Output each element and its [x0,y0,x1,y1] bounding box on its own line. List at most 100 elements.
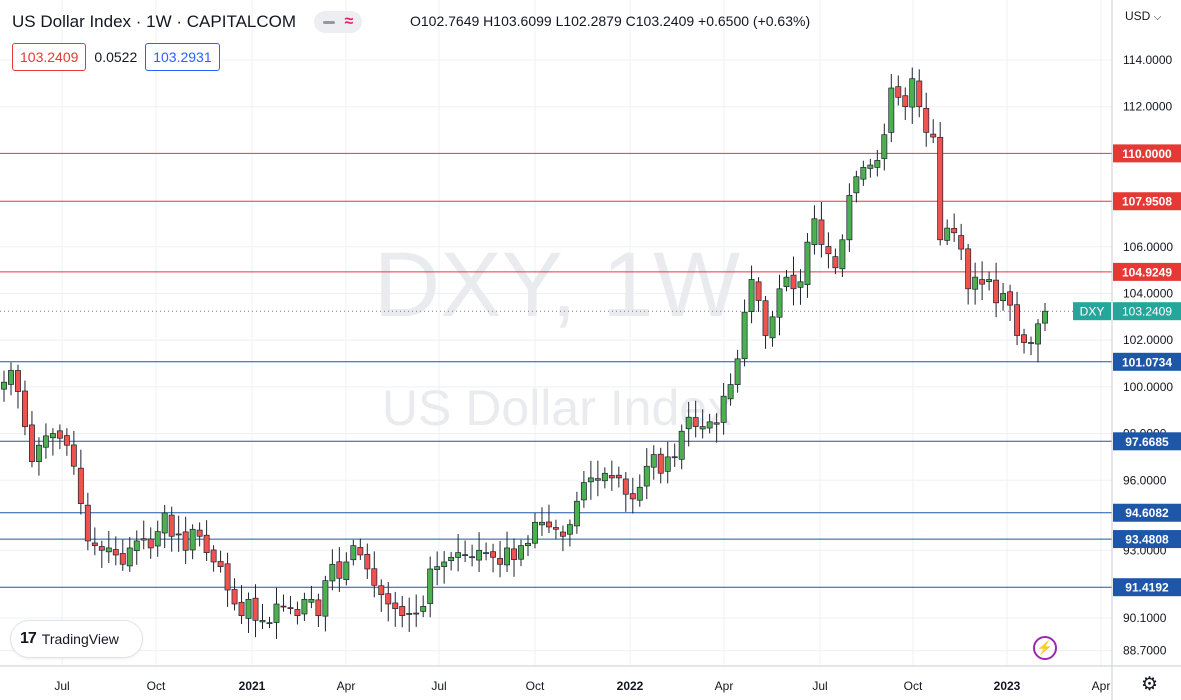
candle-body [699,426,706,430]
candle-body [322,580,329,617]
candle-body [98,546,105,551]
candle-body [49,433,56,439]
candle-body [63,435,70,446]
time-axis[interactable]: Jul Oct 2021 Apr Jul Oct 2022 Apr Jul Oct 2023 Apr [54,679,1110,693]
candle-body [650,454,657,468]
candle-body [776,288,783,318]
candle-body [979,279,986,285]
candle-body [357,547,364,556]
candle-body [420,605,427,612]
candle-body [378,585,385,596]
tradingview-logo[interactable]: 17 TradingView [11,621,142,657]
candle-body [601,472,608,482]
candle-body [189,528,196,551]
candle-body [77,467,84,504]
lightning-icon[interactable]: ⚡ [1033,636,1057,660]
candle-body [203,534,210,553]
candle-body [287,607,294,610]
candle-body [105,547,112,553]
time-tick-label: Oct [526,679,545,693]
time-tick-label: 2021 [239,679,266,693]
candle-body [1035,323,1041,345]
candle-body [42,435,49,448]
chart-header: US Dollar Index · 1W · CAPITALCOM ≈ [12,10,363,34]
candle-body [825,246,832,255]
candle-body [713,422,720,425]
candle-body [70,444,77,467]
candle-body [797,281,804,288]
candle-body [965,248,972,290]
level-price-label: 93.4808 [1125,533,1169,547]
level-price-tag [1113,192,1181,211]
candle-body [84,504,91,542]
candle-body [678,430,685,460]
candle-body [1014,304,1021,336]
candle-body [769,316,776,339]
gear-icon[interactable]: ⚙ [1141,674,1159,695]
candle-body [916,80,923,108]
candle-body [1007,291,1014,306]
price-tick-label: 104.0000 [1123,286,1173,300]
sell-price-box[interactable]: 103.2409 [12,43,87,71]
candle-body [252,597,259,621]
candle-body [594,478,601,481]
ohlc-readout: O102.7649 H103.6099 L102.2879 C103.2409 … [410,13,811,29]
candle-body [587,477,594,483]
candle-body [56,430,63,439]
level-price-tag [1113,503,1181,522]
candle-body [315,599,322,617]
level-price-label: 94.6082 [1125,506,1169,520]
candle-body [504,547,510,566]
candle-body [455,552,462,558]
symbol-title[interactable]: US Dollar Index · 1W · CAPITALCOM [12,12,297,31]
candle-body [657,453,664,474]
level-price-label: 107.9508 [1122,195,1172,209]
candle-body [532,521,538,544]
level-price-tag [1113,578,1181,597]
currency-selector[interactable]: USD ⌵ [1125,9,1161,23]
candle-body [231,589,238,605]
candle-body [518,545,524,560]
level-price-label: 101.0734 [1122,355,1172,369]
time-tick-label: Apr [1092,679,1111,693]
candles [1,67,1048,639]
last-price-label: 103.2409 [1122,305,1172,319]
candle-body [888,87,895,133]
candle-body [273,603,280,623]
price-tick-label: 106.0000 [1123,240,1173,254]
buy-price-box[interactable]: 103.2931 [145,43,220,71]
candle-body [259,619,266,623]
candle-body [210,549,217,563]
candle-body [762,300,769,336]
watermark: DXY, 1W US Dollar Index [374,234,741,436]
candle-body [608,475,615,479]
time-tick-label: Jul [812,679,827,693]
candle-body [427,568,434,604]
candle-body [951,228,958,234]
candle-body [958,235,965,250]
price-tick-label: 88.7000 [1123,644,1167,658]
candle-body [706,421,713,429]
candle-body [664,456,671,472]
price-tick-label: 90.1000 [1123,611,1167,625]
currency-label: USD [1125,9,1151,23]
level-price-tag [1113,352,1181,371]
candle-body [35,444,42,462]
candle-body [154,531,161,547]
candle-body [755,281,762,301]
candle-body [839,239,846,270]
time-tick-label: Jul [54,679,69,693]
chart-mode-toggle[interactable]: ≈ [314,11,363,33]
candle-body [552,527,559,530]
watermark-name: US Dollar Index [382,380,732,436]
time-tick-label: Apr [337,679,356,693]
candle-body [175,533,182,536]
time-tick-label: 2023 [994,679,1021,693]
candle-body [15,370,21,392]
candle-body [385,593,392,605]
candle-body [126,547,133,567]
level-price-label: 104.9249 [1122,265,1172,279]
candle-body [441,561,448,567]
